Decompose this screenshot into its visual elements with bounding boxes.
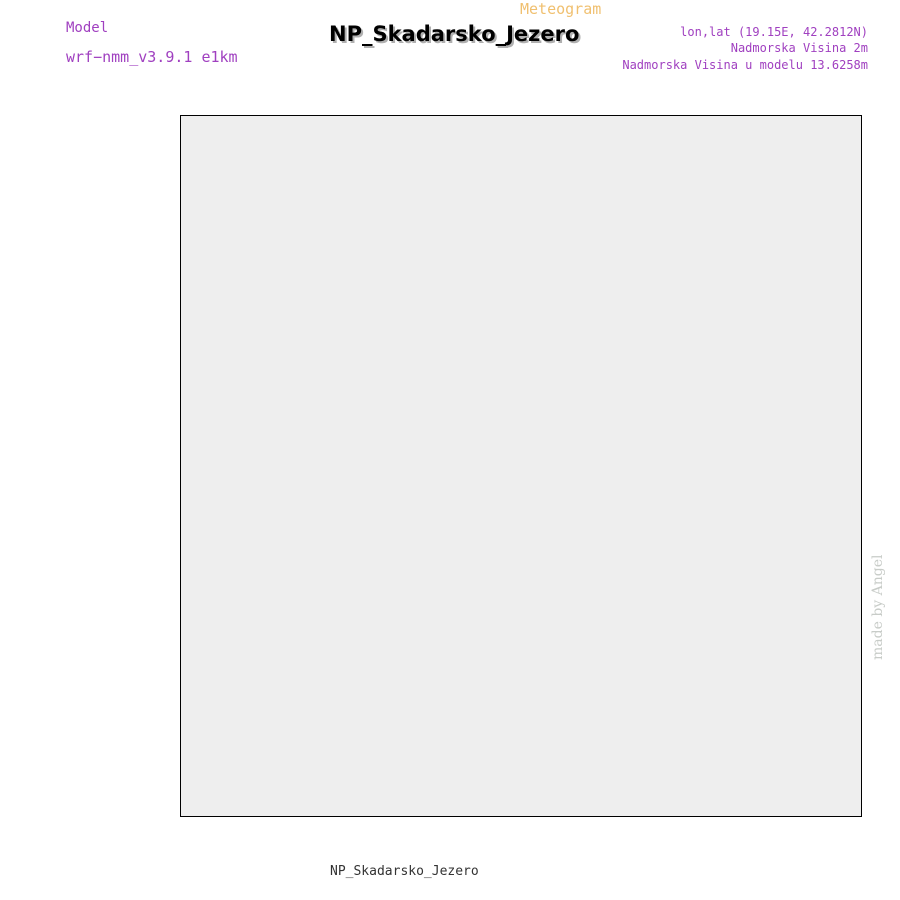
elevation-label: Nadmorska Visina 2m [730, 41, 868, 55]
model-elevation-label: Nadmorska Visina u modelu 13.6258m [622, 58, 868, 72]
watermark: made by Angel [870, 554, 886, 661]
coords-label: lon,lat (19.15E, 42.2812N) [680, 25, 868, 39]
model-label: Model [66, 20, 109, 36]
meteogram-label: Meteogram [520, 0, 602, 18]
meteogram-plot-area [180, 115, 862, 817]
footer-station: NP_Skadarsko_Jezero [330, 864, 479, 879]
model-name: wrf−nmm_v3.9.1 e1km [66, 48, 238, 66]
page-title: NP_Skadarsko_Jezero [329, 22, 580, 46]
